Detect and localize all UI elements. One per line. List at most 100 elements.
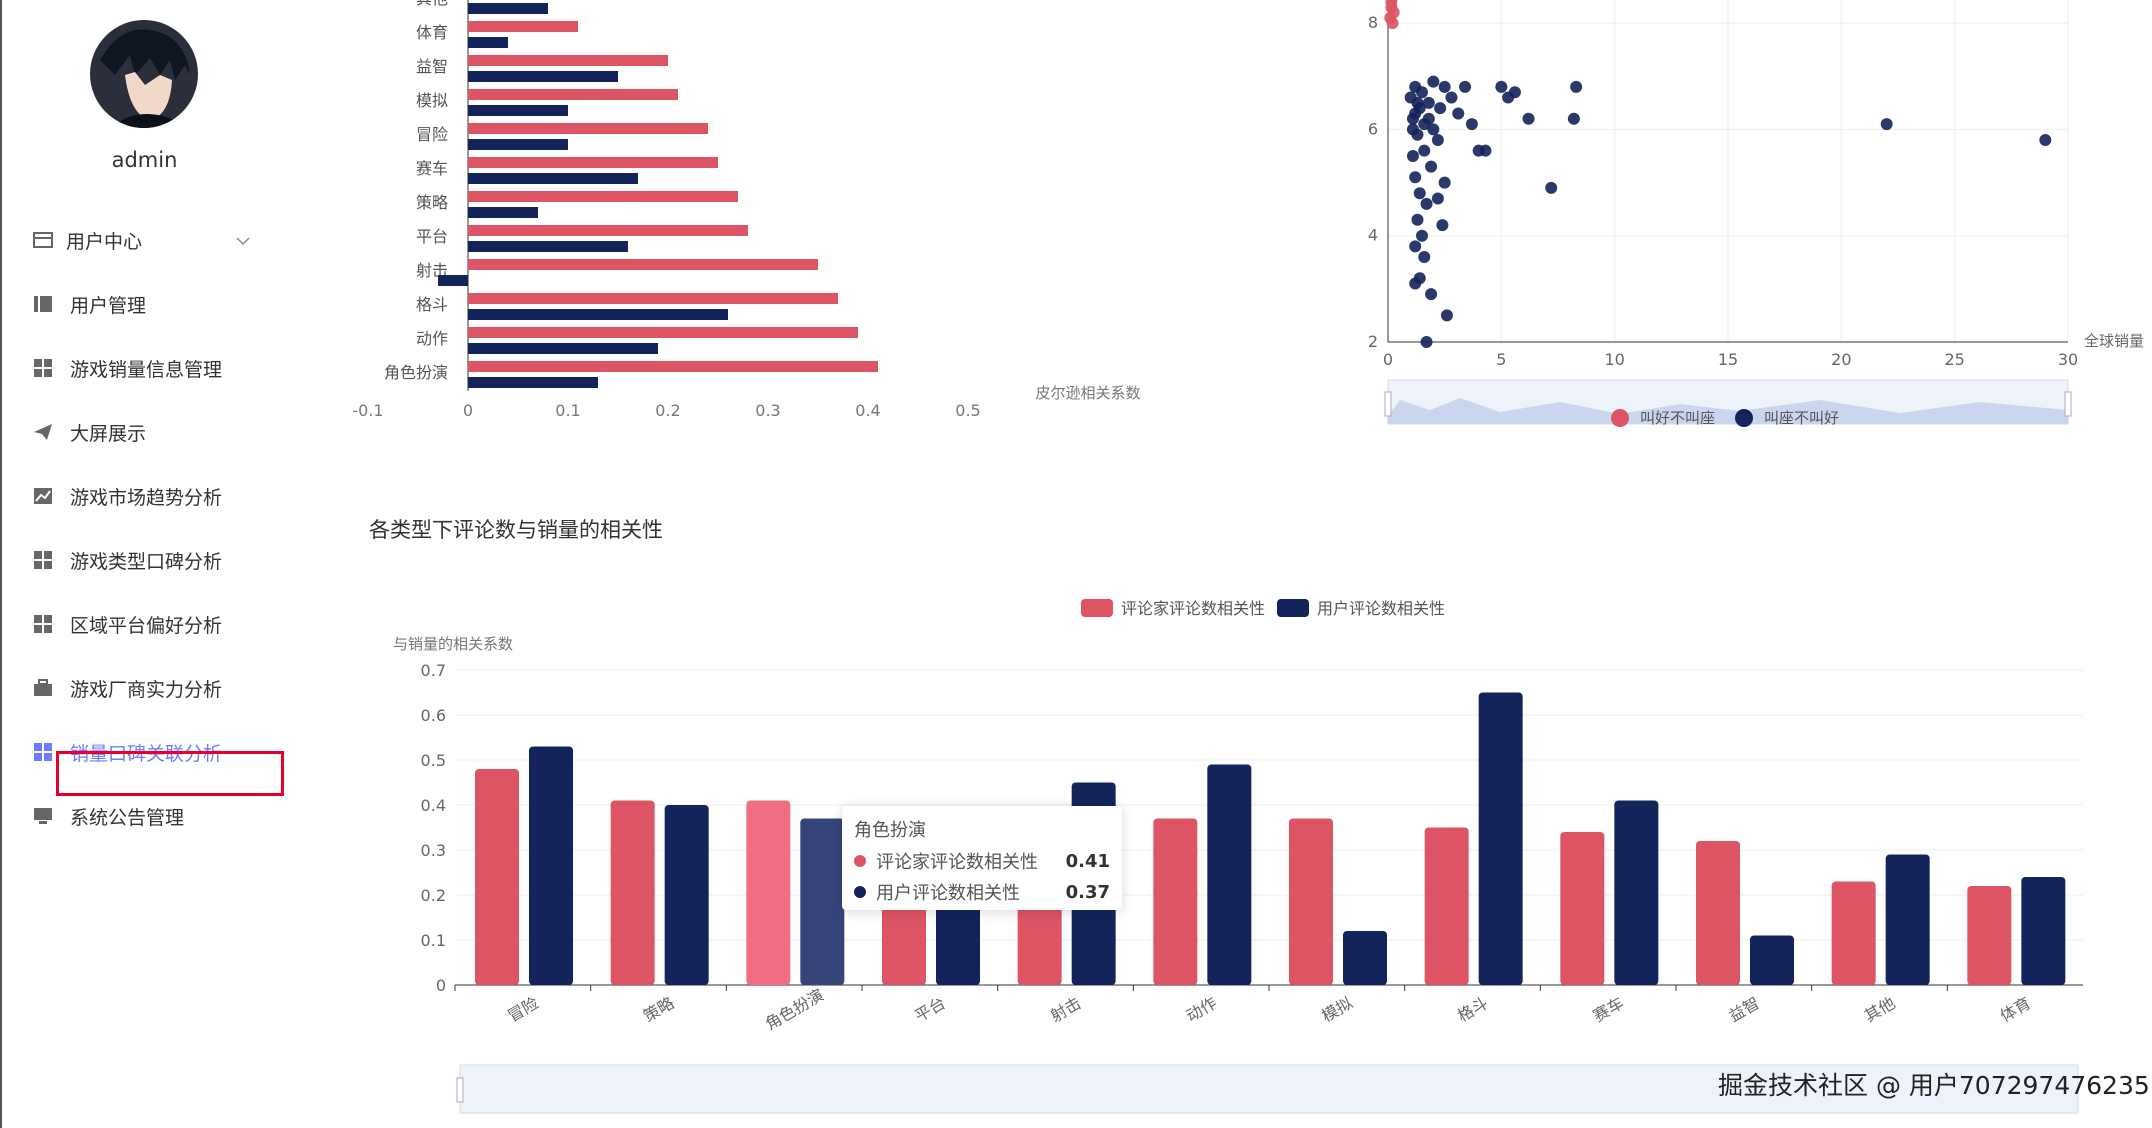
sidebar-item-publisher-strength[interactable]: 游戏厂商实力分析 bbox=[2, 666, 292, 710]
bar-critic[interactable] bbox=[1696, 841, 1740, 985]
sidebar-item-user-management[interactable]: 用户管理 bbox=[2, 282, 292, 326]
x-tick-label: 角色扮演 bbox=[762, 985, 827, 1033]
y-tick-label: 0.3 bbox=[421, 841, 446, 860]
y-tick-label: 8 bbox=[1368, 13, 1378, 32]
y-tick-label: 冒险 bbox=[416, 125, 448, 144]
bar-red bbox=[468, 361, 878, 372]
legend-label: 评论家评论数相关性 bbox=[1121, 599, 1265, 618]
sidebar-item-label: 系统公告管理 bbox=[70, 806, 185, 829]
avatar[interactable] bbox=[90, 20, 198, 128]
bar-user[interactable] bbox=[1478, 692, 1523, 986]
scatter-point bbox=[1545, 181, 1558, 194]
tooltip-row-label: 用户评论数相关性 bbox=[876, 883, 1020, 904]
bar-red bbox=[468, 21, 578, 32]
legend-marker bbox=[1735, 409, 1753, 427]
bar-navy bbox=[468, 343, 658, 354]
bar-critic[interactable] bbox=[475, 769, 519, 985]
scatter-point bbox=[1418, 144, 1431, 157]
bar-user[interactable] bbox=[529, 746, 573, 986]
y-tick-label: 0.4 bbox=[421, 796, 446, 815]
bar-red bbox=[468, 225, 748, 236]
sidebar-item-user-center[interactable]: 用户中心 bbox=[2, 218, 292, 262]
sidebar-item-label: 游戏销量信息管理 bbox=[70, 358, 223, 381]
sidebar-item-announcements[interactable]: 系统公告管理 bbox=[2, 794, 292, 838]
sidebar-item-label: 用户管理 bbox=[70, 294, 147, 317]
watermark: 掘金技术社区 @ 用户707297476235 bbox=[1718, 1071, 2150, 1100]
sidebar-item-genre-reputation[interactable]: 游戏类型口碑分析 bbox=[2, 538, 292, 582]
x-tick-label: 5 bbox=[1496, 350, 1506, 369]
legend-marker bbox=[1277, 599, 1309, 617]
x-tick-label: 射击 bbox=[1047, 993, 1084, 1025]
bar-critic[interactable] bbox=[1560, 832, 1605, 985]
bar-critic[interactable] bbox=[1831, 881, 1876, 986]
x-tick-label: 策略 bbox=[640, 993, 677, 1025]
tooltip-row: 用户评论数相关性 0.37 bbox=[854, 879, 1110, 905]
bar-user[interactable] bbox=[1614, 800, 1659, 986]
scatter-point bbox=[1404, 91, 1417, 104]
legend-marker bbox=[1611, 409, 1629, 427]
section-title: 各类型下评论数与销量的相关性 bbox=[369, 518, 663, 542]
x-axis-title: 皮尔逊相关系数 bbox=[1035, 384, 1140, 402]
bar-critic[interactable] bbox=[610, 800, 655, 986]
scatter-point bbox=[1436, 219, 1449, 232]
x-tick-label: 其他 bbox=[1861, 993, 1898, 1025]
bar-user[interactable] bbox=[1343, 931, 1387, 985]
highlight-annotation-box bbox=[56, 751, 284, 796]
data-zoom-handle-right[interactable] bbox=[2064, 391, 2072, 417]
tooltip-row-label: 评论家评论数相关性 bbox=[876, 852, 1038, 873]
bar-red bbox=[468, 191, 738, 202]
bar-critic[interactable] bbox=[1289, 818, 1333, 986]
bar-navy bbox=[468, 377, 598, 388]
scatter-point bbox=[1409, 240, 1422, 253]
scatter-point bbox=[1425, 160, 1438, 173]
x-tick-label: 0 bbox=[1383, 350, 1393, 369]
data-zoom-handle-left[interactable] bbox=[1384, 391, 1392, 417]
tooltip-row-value: 0.37 bbox=[1065, 881, 1110, 903]
y-tick-label: 赛车 bbox=[416, 159, 448, 178]
scatter-point bbox=[1880, 118, 1893, 131]
scatter-point bbox=[1567, 112, 1580, 125]
bar-critic[interactable] bbox=[1424, 827, 1469, 986]
y-tick-label: 策略 bbox=[416, 193, 448, 212]
bar-user[interactable] bbox=[1885, 854, 1930, 986]
bar-navy bbox=[438, 275, 468, 286]
scatter-point bbox=[1438, 80, 1451, 93]
bar-red bbox=[468, 157, 718, 168]
x-tick-label: 0.5 bbox=[955, 401, 980, 420]
bar-user[interactable] bbox=[1207, 764, 1252, 986]
bar-user[interactable] bbox=[800, 818, 845, 986]
scatter-point bbox=[1434, 102, 1447, 115]
scatter-point bbox=[1445, 91, 1458, 104]
legend-marker bbox=[1081, 599, 1113, 617]
scatter-point bbox=[1452, 107, 1465, 120]
sidebar-item-label: 用户中心 bbox=[66, 230, 143, 253]
x-tick-label: 15 bbox=[1718, 350, 1738, 369]
x-tick-label: 格斗 bbox=[1454, 993, 1491, 1025]
y-axis-title: 与销量的相关系数 bbox=[393, 635, 513, 653]
tooltip-row: 评论家评论数相关性 0.41 bbox=[854, 848, 1110, 874]
bar-navy bbox=[468, 105, 568, 116]
x-tick-label: 0.1 bbox=[555, 401, 580, 420]
y-tick-label: 0.2 bbox=[421, 886, 446, 905]
data-zoom-handle-left[interactable] bbox=[456, 1077, 464, 1103]
sidebar-item-game-sales[interactable]: 游戏销量信息管理 bbox=[2, 346, 292, 390]
x-tick-label: 0.3 bbox=[755, 401, 780, 420]
sidebar-item-region-platform[interactable]: 区域平台偏好分析 bbox=[2, 602, 292, 646]
grid-icon bbox=[30, 547, 56, 573]
grid-icon bbox=[30, 611, 56, 637]
sidebar-item-big-screen[interactable]: 大屏展示 bbox=[2, 410, 292, 454]
bar-navy bbox=[468, 241, 628, 252]
bar-critic[interactable] bbox=[1967, 886, 2012, 985]
chevron-down-icon[interactable] bbox=[236, 229, 250, 251]
x-tick-label: 0.4 bbox=[855, 401, 880, 420]
scatter-point bbox=[1409, 171, 1422, 184]
bar-critic[interactable] bbox=[746, 800, 791, 986]
sidebar-item-label: 区域平台偏好分析 bbox=[70, 614, 223, 637]
sidebar-item-market-trend[interactable]: 游戏市场趋势分析 bbox=[2, 474, 292, 518]
bar-user[interactable] bbox=[1750, 935, 1794, 986]
bar-user[interactable] bbox=[2021, 877, 2066, 985]
bar-user[interactable] bbox=[664, 805, 709, 985]
y-tick-label: 动作 bbox=[416, 329, 448, 348]
bar-critic[interactable] bbox=[1153, 818, 1198, 986]
